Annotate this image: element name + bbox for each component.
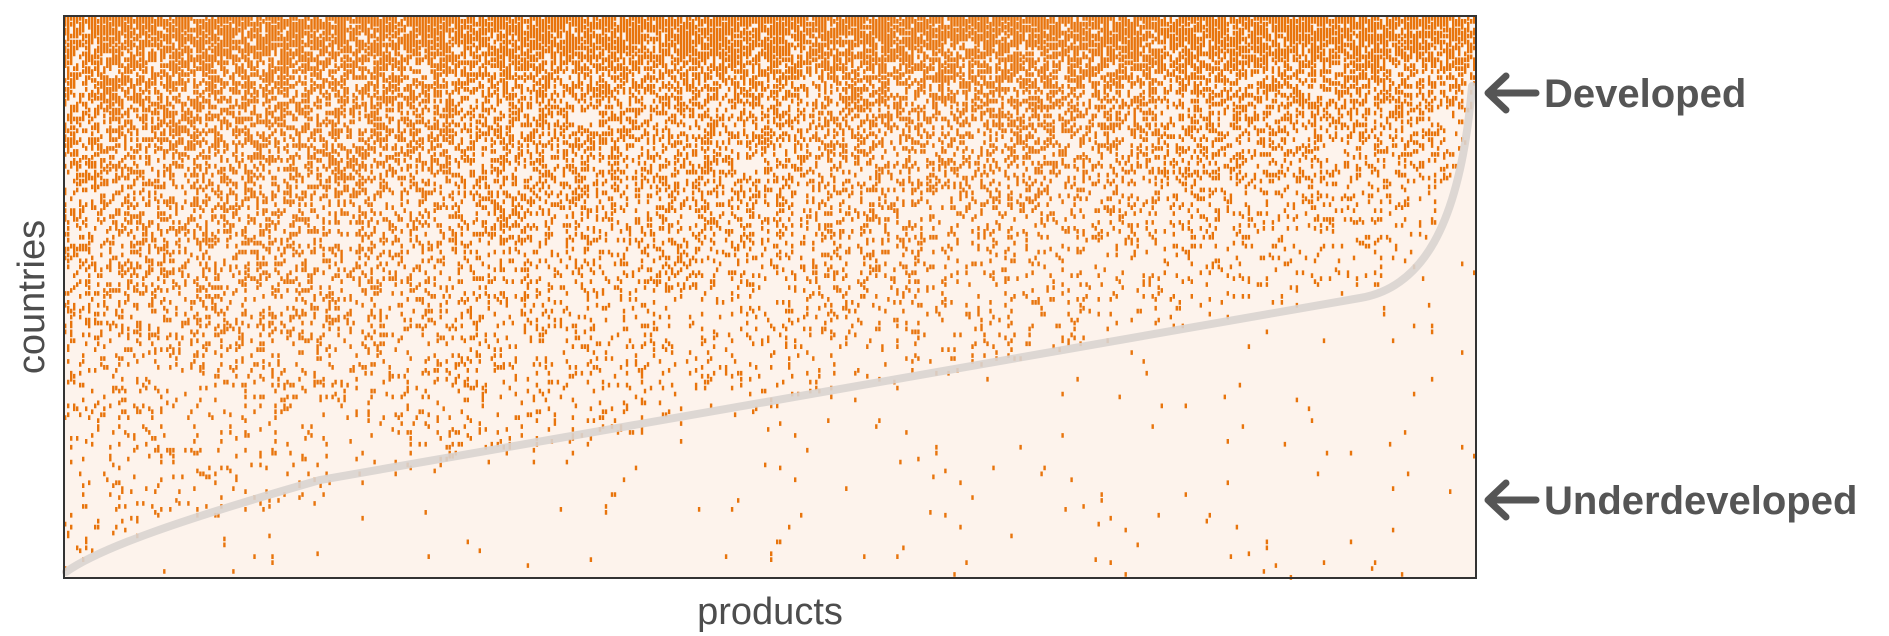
underdeveloped-label: Underdeveloped [1544,479,1857,523]
frontier-curve [62,82,1476,576]
underdeveloped-annotation: Underdeveloped [1484,479,1857,523]
x-axis-label: products [697,591,843,633]
presence-cell-texture [64,16,1476,580]
left-arrow-icon [1484,72,1540,114]
developed-annotation: Developed [1484,72,1746,116]
developed-label: Developed [1544,72,1746,116]
presence-cells [64,16,1476,580]
y-axis-label: countries [11,220,53,374]
left-arrow-icon [1484,479,1540,521]
plot-frame [63,15,1477,579]
